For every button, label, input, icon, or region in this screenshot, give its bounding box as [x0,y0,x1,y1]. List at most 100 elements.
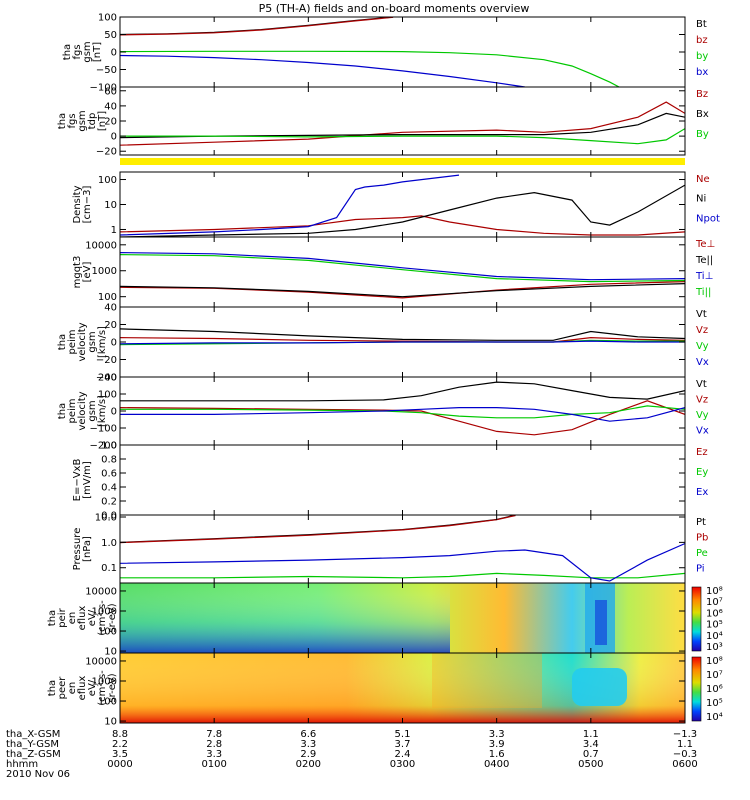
legend-Ne: Ne [696,174,710,185]
ylabel: [km/s] [97,395,108,427]
orbit-value: 0400 [484,759,509,770]
ytick-label: 0 [111,48,117,59]
ytick-label: 20 [104,117,117,128]
orbit-value: −1.3 [673,729,697,740]
heatmap-peir [120,583,685,653]
colorbar-tick: 10⁴ [706,712,723,723]
series-peim-velocity-2-Vx [120,407,685,422]
series-peim-velocity-2-Vt [120,381,685,402]
orbit-row-label: tha_X-GSM [6,729,60,740]
ylabel: [km/s] [97,326,108,358]
ytick-label: 100 [98,292,117,303]
series-temperature-Te|| [120,283,685,298]
orbit-value: 8.8 [112,729,128,740]
orbit-row-label: 2010 Nov 06 [6,769,70,780]
series-fgs-gsm-bx [120,54,525,87]
legend-Vx: Vx [696,426,709,437]
ytick-label: 10 [104,200,117,211]
ytick-label: 0 [111,338,117,349]
series-density-Npot [120,174,460,236]
ytick-label: 0.6 [101,469,117,480]
colorbar-tick: 10⁸ [706,586,723,597]
ytick-label: −100 [90,424,117,435]
legend-Ex: Ex [696,487,708,498]
ytick-label: 50 [104,30,117,41]
legend-Vy: Vy [696,410,709,421]
panel-frame [119,444,686,516]
orbit-row-label: tha_Y-GSM [6,739,59,750]
ytick-label: −200 [90,441,117,452]
ytick-label: −40 [96,373,117,384]
ylabel: E=−VxB [72,459,83,502]
ytick-label: 10.0 [95,513,117,524]
orbit-value: 3.4 [583,739,599,750]
panel-fgs-gsm: 100 50 0 −50 −100 tha fgs gsm [nT] Bt bz by bx [62,13,708,94]
panel-e-vxb: 1.0 0.8 0.6 0.4 0.2 0.0 E=−VxB [mV/m] Ez Ey Ex [72,441,708,522]
ytick-label: 1.0 [101,441,117,452]
legend-Pt: Pt [696,517,706,528]
orbit-row-label: hhmm [6,759,38,770]
panel-pressure: 10.0 1.0 0.1 Pressure [nPa] Pt Pb Pe Pi [72,513,708,584]
legend-Ti⊥: Ti⊥ [695,271,713,282]
ytick-label: −20 [96,147,117,158]
orbit-value: 0100 [201,759,226,770]
panel-peer-efflux: 10000 1000 100 10 tha peer en eflux eV/(cm²-s-sr… [47,652,686,728]
series-density-Ne [120,215,685,236]
colorbar-peer [691,656,702,722]
ytick-label: 0.4 [101,483,117,494]
ytick-label: 0.1 [101,563,117,574]
ylabel: eflux [77,606,88,631]
legend-Te⊥: Te⊥ [695,239,715,250]
ylabel: tha [47,610,58,626]
orbit-value: −0.3 [673,749,697,760]
ylabel: (cm²-s- [97,600,108,636]
panel-frame [119,86,686,156]
orbit-value: 0.7 [583,749,599,760]
ytick-label: 20 [104,320,117,331]
ylabel: gsm [82,41,93,62]
series-temperature-Te⊥ [120,281,685,299]
orbit-value: 3.3 [206,749,222,760]
ylabel: [nPa] [82,536,93,562]
ytick-label: 100 [98,697,117,708]
legend-Bt: Bt [696,19,707,30]
ylabel: peim [67,398,78,423]
colorbar-tick: 10⁷ [706,670,723,681]
panel-fgs-gse: 60 40 20 0 −20 tha fgs gsm tdp [nT] Bz Bx By [57,86,709,157]
ytick-label: 40 [104,303,117,314]
colorbar-tick: 10³ [706,642,723,653]
legend-Pb: Pb [696,533,708,544]
ylabel: peer [57,676,68,700]
series-pressure-Pi [120,542,685,582]
orbit-value: 3.3 [489,729,505,740]
legend-Pi: Pi [696,564,705,575]
ytick-label: 10 [104,717,117,728]
orbit-value: 3.3 [300,739,316,750]
ytick-label: 100 [98,627,117,638]
ytick-label: 0.8 [101,455,117,466]
series-pressure-Pb [120,515,516,544]
ylabel: fgs [67,113,78,128]
orbit-value: 3.7 [395,739,411,750]
availability-bar [120,158,685,165]
ytick-label: 10000 [85,240,117,251]
legend-Vz: Vz [696,325,708,336]
ylabel: peir [57,607,68,627]
ytick-label: 100 [98,13,117,24]
panel-frame [119,514,686,584]
ylabel: [nT] [92,42,103,62]
series-fgs-gse-Bx [120,112,685,139]
ylabel: tha [57,113,68,129]
ylabel: fgs [72,44,83,59]
legend-Vy: Vy [696,341,709,352]
legend-Bz: Bz [696,89,708,100]
legend-Ni: Ni [696,194,706,205]
series-fgs-gse-Bz [120,101,685,146]
series-fgs-gsm-Bt [120,17,394,36]
heatmap-peer [120,653,685,723]
orbit-value: 0000 [107,759,132,770]
orbit-row-label: tha_Z-GSM [6,749,61,760]
orbit-value: 2.9 [300,749,316,760]
orbit-value: 0200 [296,759,321,770]
